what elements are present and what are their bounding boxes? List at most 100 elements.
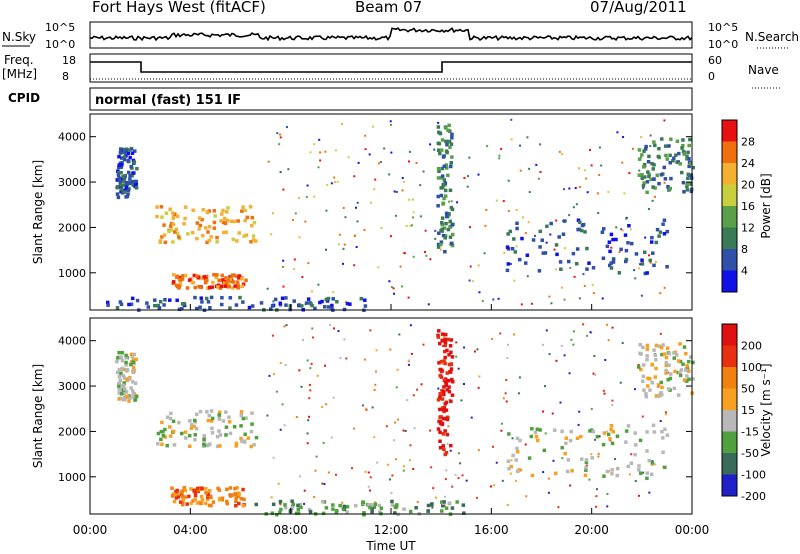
power-speckle [401, 189, 404, 192]
velocity-echo-cell [564, 441, 568, 446]
velocity-echo-cell [207, 413, 212, 418]
velocity-speckle [637, 494, 640, 497]
velocity-echo-cell [131, 365, 136, 370]
power-speckle [663, 286, 666, 289]
velocity-speckle [460, 399, 463, 402]
power-speckle [654, 261, 657, 264]
velocity-echo-cell [170, 494, 175, 498]
power-speckle [433, 148, 436, 151]
velocity-echo-cell [252, 442, 256, 447]
power-speckle [305, 195, 308, 198]
power-echo-cell [280, 296, 285, 300]
power-echo-cell [212, 220, 217, 225]
velocity-speckle [430, 466, 433, 469]
velocity-echo-cell [177, 420, 181, 425]
velocity-echo-cell [636, 365, 641, 369]
power-echo-cell [444, 163, 449, 167]
velocity-speckle [412, 467, 415, 470]
velocity-speckle [395, 458, 398, 461]
power-speckle [390, 151, 393, 154]
cpid-value: normal (fast) 151 IF [95, 93, 241, 108]
nsearch-tick-low: 10^0 [708, 38, 738, 51]
velocity-speckle [506, 343, 509, 346]
velocity-speckle [563, 354, 566, 357]
power-echo-cell [448, 188, 453, 193]
velocity-echo-cell [641, 374, 646, 379]
power-echo-cell [607, 263, 612, 268]
power-speckle [313, 195, 316, 198]
power-speckle [628, 172, 631, 175]
power-speckle [596, 192, 599, 195]
power-speckle [502, 200, 505, 203]
velocity-echo-cell [239, 413, 244, 418]
power-echo-cell [205, 240, 209, 245]
velocity-speckle [306, 359, 309, 362]
power-echo-cell [228, 306, 232, 310]
power-echo-cell [197, 284, 201, 289]
velocity-speckle [611, 404, 614, 407]
velocity-echo-cell [402, 507, 406, 511]
power-speckle [639, 263, 642, 266]
power-speckle [640, 294, 643, 297]
power-echo-cell [155, 214, 159, 219]
velocity-echo-cell [296, 511, 301, 515]
power-speckle [478, 291, 481, 294]
power-echo-cell [127, 148, 132, 152]
velocity-echo-cell [239, 410, 244, 414]
velocity-colorbar-tick: 50 [741, 383, 755, 396]
velocity-echo-cell [664, 360, 669, 365]
power-echo-cell [642, 162, 647, 167]
velocity-echo-cell [443, 402, 447, 406]
velocity-echo-cell [116, 382, 121, 386]
power-speckle [638, 169, 641, 172]
velocity-speckle [634, 479, 637, 482]
power-speckle [407, 296, 410, 299]
power-echo-cell [226, 278, 230, 283]
power-echo-cell [193, 285, 198, 290]
velocity-echo-cell [184, 495, 188, 499]
power-speckle [648, 254, 651, 257]
power-echo-cell [438, 131, 443, 136]
power-speckle [600, 164, 603, 167]
power-echo-cell [183, 205, 188, 209]
velocity-echo-cell [566, 458, 571, 462]
velocity-speckle [511, 437, 514, 440]
velocity-speckle [396, 418, 399, 421]
power-speckle [563, 298, 566, 301]
velocity-echo-cell [615, 434, 620, 438]
power-echo-cell [197, 216, 202, 220]
power-echo-cell [331, 297, 335, 301]
velocity-speckle [621, 342, 624, 345]
power-speckle [663, 119, 666, 122]
velocity-echo-cell [324, 506, 329, 510]
power-echo-cell [273, 297, 278, 302]
velocity-echo-cell [609, 427, 613, 432]
velocity-echo-cell [644, 392, 648, 396]
power-speckle [519, 144, 522, 147]
velocity-speckle [432, 487, 435, 490]
power-echo-cell [651, 185, 655, 189]
velocity-speckle [504, 392, 507, 395]
velocity-speckle [641, 415, 644, 418]
power-echo-cell [226, 206, 230, 210]
velocity-speckle [373, 436, 376, 439]
velocity-speckle [310, 362, 313, 365]
velocity-speckle [500, 422, 503, 425]
power-echo-cell [164, 211, 169, 216]
power-echo-cell [221, 208, 225, 213]
power-echo-cell [129, 147, 134, 151]
power-echo-cell [447, 139, 452, 144]
power-echo-cell [645, 180, 650, 184]
power-echo-cell [155, 205, 159, 209]
power-echo-cell [160, 235, 164, 239]
velocity-echo-cell [189, 423, 194, 427]
velocity-speckle [271, 334, 274, 337]
velocity-speckle [341, 501, 344, 504]
power-echo-cell [180, 306, 184, 311]
velocity-echo-cell [656, 394, 661, 398]
power-echo-cell [172, 272, 176, 277]
power-echo-cell [576, 218, 581, 222]
velocity-echo-cell [645, 430, 649, 434]
power-speckle [434, 237, 437, 240]
velocity-speckle [505, 400, 508, 403]
